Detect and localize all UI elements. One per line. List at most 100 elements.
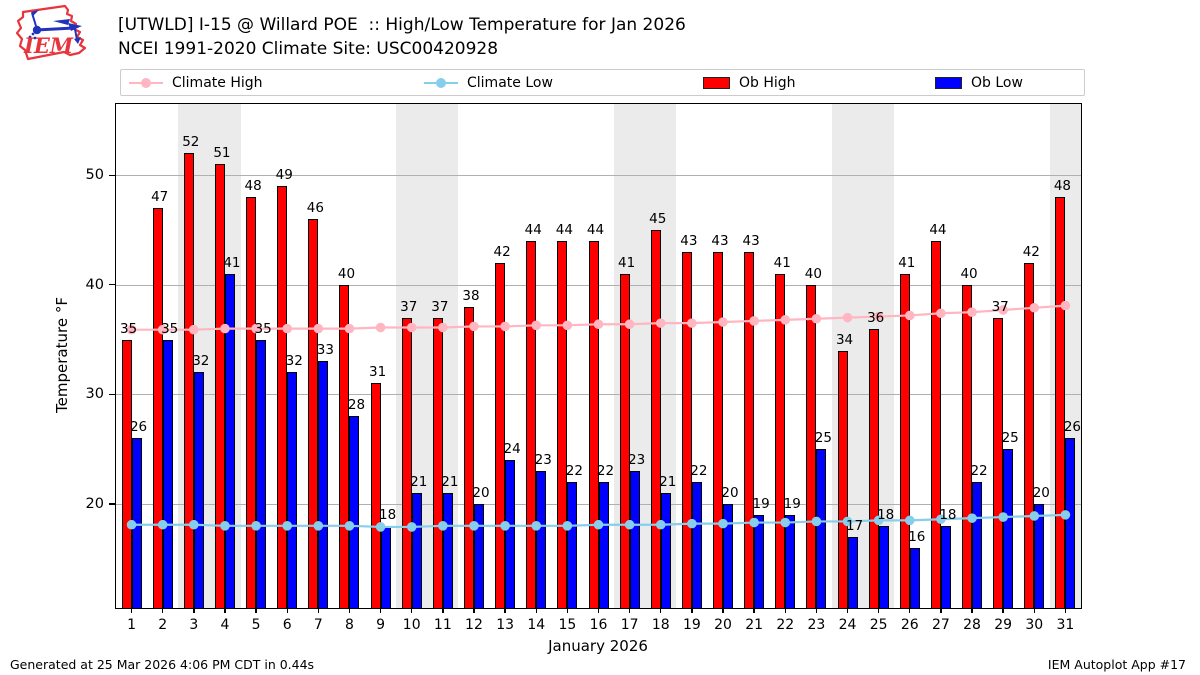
x-tick-mark [535,608,537,613]
x-tick-mark [784,608,786,613]
x-tick-label: 26 [900,617,919,633]
climate-low-marker [718,518,728,529]
ob-high-value: 35 [119,320,138,337]
legend-entry-climate-high: Climate High [129,70,263,95]
ob-high-bar [993,317,1004,608]
ob-high-value: 48 [1053,178,1072,195]
x-tick-mark [815,608,818,613]
x-tick-label: 30 [1025,617,1044,633]
climate-low-marker [904,515,915,526]
climate-high-marker [655,318,666,328]
climate-high-marker [593,319,604,330]
ob-high-bar [463,306,474,608]
climate-high-marker [126,324,137,335]
ob-high-value: 47 [151,189,169,206]
climate-high-marker [904,310,915,321]
x-tick-label: 4 [220,617,230,633]
x-tick-mark [566,608,569,613]
ob-low-value: 16 [908,528,926,545]
ob-high-bar [775,273,786,608]
chart-subtitle: NCEI 1991-2020 Climate Site: USC00420928 [118,39,499,59]
climate-low-marker [936,514,946,525]
climate-low-marker [624,519,635,530]
climate-high-marker [531,320,542,331]
ob-low-bar [287,372,298,608]
legend-label: Ob High [739,74,796,91]
climate-low-marker [655,519,666,530]
app-credit-text: IEM Autoplot App #17 [1047,657,1186,672]
climate-high-marker [282,323,293,334]
x-tick-label: 3 [189,617,199,633]
x-tick-mark [628,608,631,613]
ob-high-value: 34 [835,331,854,348]
ob-high-value: 38 [462,287,480,304]
climate-high-marker [344,323,355,334]
x-tick-label: 17 [620,617,639,633]
y-tick-mark [109,284,115,286]
x-tick-label: 29 [994,617,1013,633]
ob-high-bar [526,240,537,608]
x-tick-mark [597,608,600,613]
x-tick-mark [379,608,382,613]
y-tick-mark [109,393,115,396]
ob-high-value: 43 [711,232,729,249]
ob-high-bar [713,251,724,608]
ob-low-value: 21 [441,473,459,490]
climate-low-line-sample-icon [424,77,458,89]
climate-low-marker [126,519,137,530]
ob-high-bar [152,208,163,608]
x-tick-mark [1002,608,1004,613]
climate-high-marker [406,322,417,333]
x-tick-mark [130,608,133,613]
ob-low-value: 20 [721,484,739,501]
ob-low-value: 26 [129,419,148,436]
ob-high-value: 49 [275,167,293,184]
climate-low-marker [282,521,293,531]
ob-low-value: 18 [877,506,895,523]
climate-low-marker [251,521,261,531]
ob-high-value: 40 [804,265,822,282]
climate-high-marker [998,305,1008,315]
ob-low-bar [193,372,204,608]
climate-low-marker [593,519,604,530]
ob-low-value: 35 [161,320,179,337]
ob-high-value: 51 [213,145,231,162]
climate-low-marker [531,521,542,531]
ob-low-bar [536,471,547,608]
ob-high-bar [277,186,288,608]
ob-high-bar [370,383,381,608]
ob-high-swatch-icon [703,76,730,89]
legend-label: Climate Low [467,74,553,91]
iem-logo-text: IEM [23,33,74,58]
ob-low-value: 18 [379,506,397,523]
x-tick-mark [691,608,693,613]
ob-low-value: 22 [690,463,708,479]
x-tick-label: 22 [776,617,795,633]
ob-low-bar [1065,438,1076,608]
ob-low-bar [629,471,640,608]
climate-low-marker [811,516,822,527]
x-tick-label: 9 [376,617,386,633]
x-tick-mark [971,608,973,613]
x-tick-mark [504,608,506,613]
ob-low-value: 17 [845,517,864,534]
ob-low-bar [442,492,453,608]
chart-title: [UTWLD] I-15 @ Willard POE :: High/Low T… [118,15,686,35]
x-tick-label: 7 [313,617,323,633]
x-tick-label: 12 [465,617,483,633]
ob-low-value: 21 [410,473,428,490]
ob-low-value: 22 [565,463,583,479]
ob-high-bar [837,350,848,608]
legend-label: Climate High [172,74,263,91]
ob-high-value: 43 [742,232,760,249]
x-tick-label: 13 [496,617,515,633]
generated-at-text: Generated at 25 Mar 2026 4:06 PM CDT in … [10,657,315,672]
ob-high-value: 37 [991,298,1009,315]
x-tick-label: 28 [963,617,981,633]
ob-high-value: 40 [337,265,356,282]
y-tick-mark [109,503,115,505]
y-tick-label: 20 [85,495,104,512]
x-tick-label: 23 [807,617,826,633]
ob-high-value: 41 [618,254,636,271]
x-tick-label: 18 [651,617,670,633]
